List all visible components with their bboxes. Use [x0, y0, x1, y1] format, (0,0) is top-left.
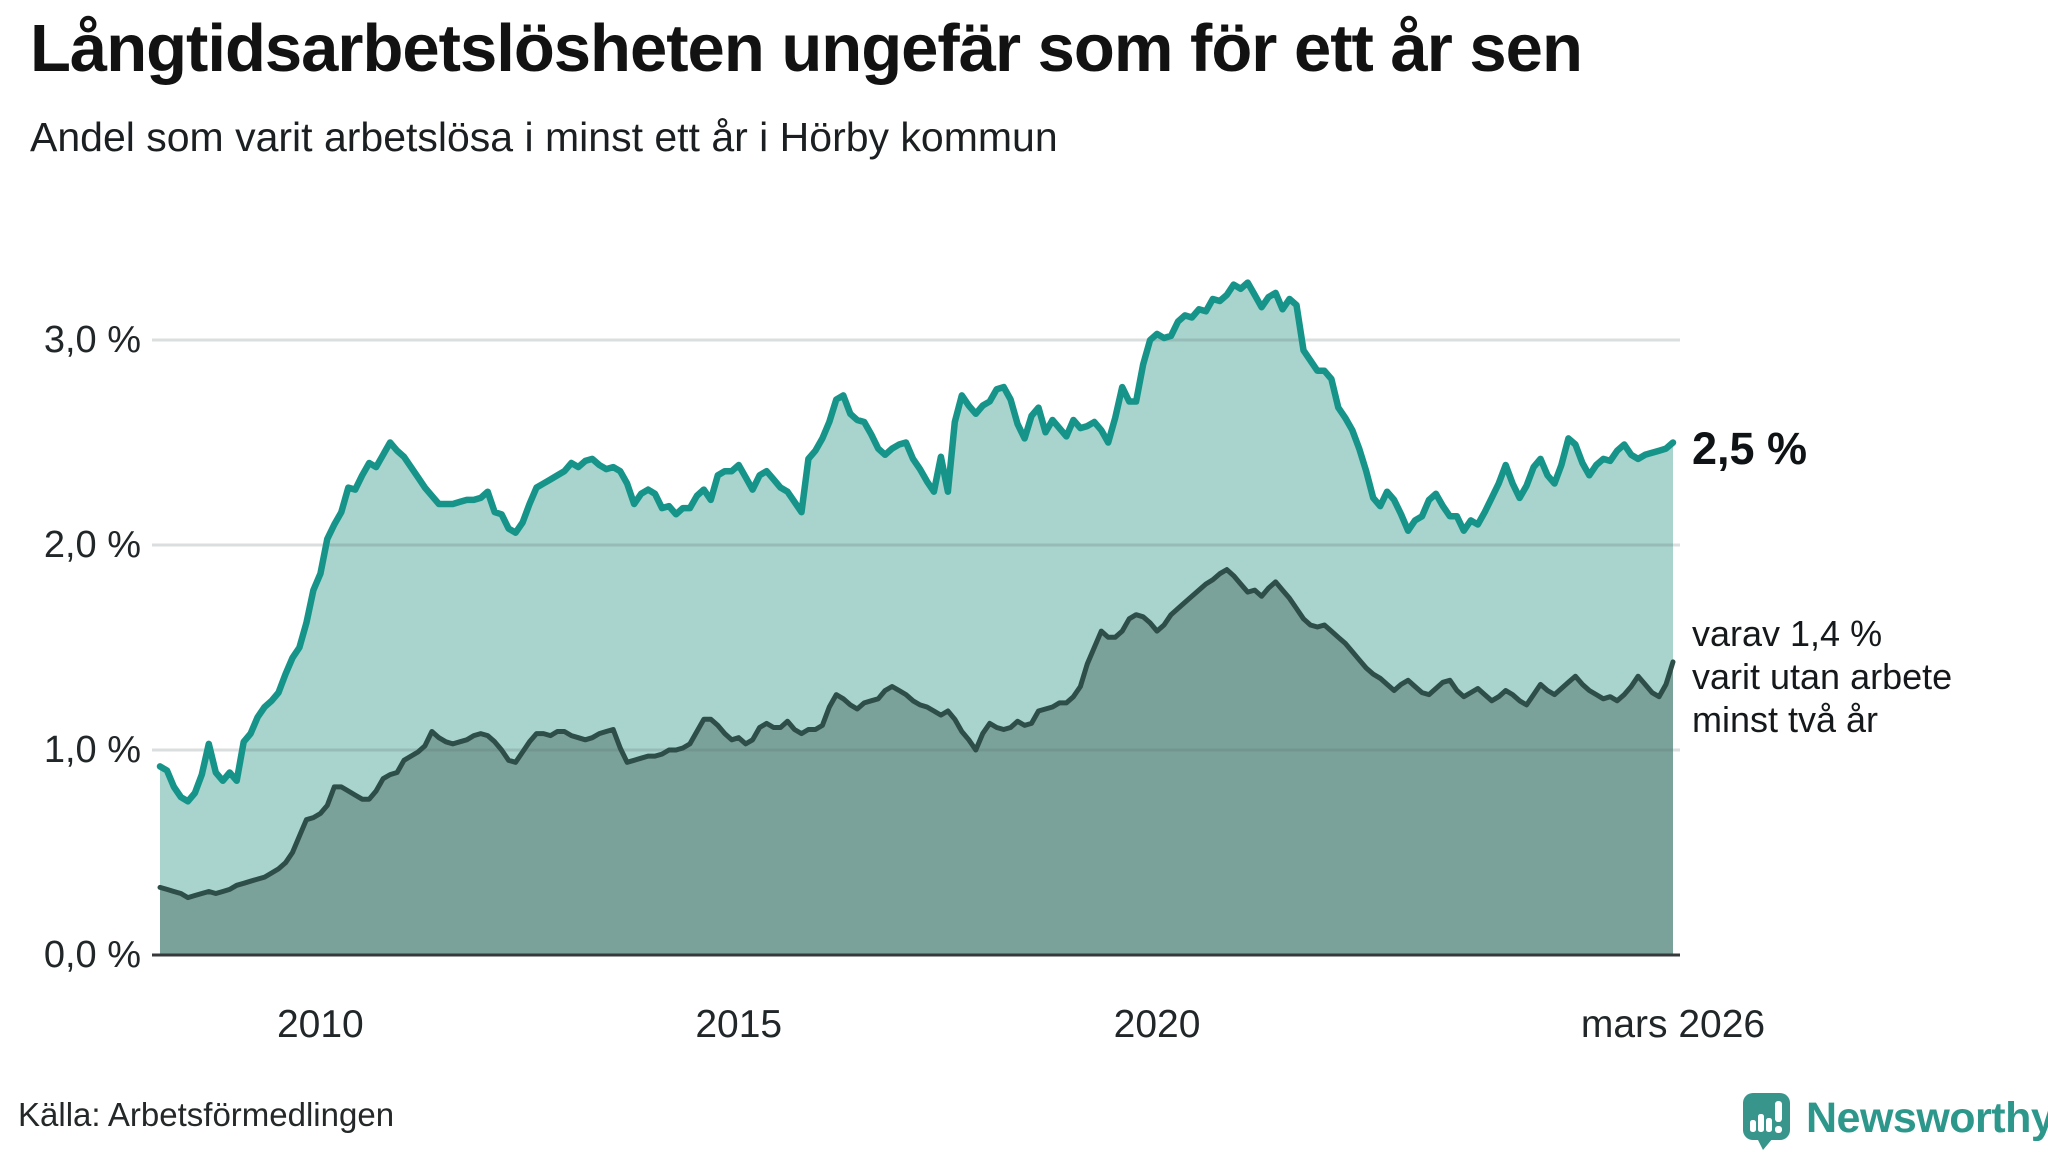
x-tick-label: 2010 — [276, 1003, 364, 1046]
source-note: Källa: Arbetsförmedlingen — [18, 1096, 395, 1133]
y-tick-label: 3,0 % — [43, 319, 141, 361]
y-tick-label: 0,0 % — [43, 934, 141, 976]
newsworthy-icon — [1743, 1093, 1790, 1150]
end-sub-line-2: varit utan arbete — [1692, 656, 1953, 697]
y-tick-label: 1,0 % — [43, 729, 141, 771]
end-value-label-total: 2,5 % — [1692, 423, 1808, 474]
end-value-label-subseries: varav 1,4 % varit utan arbete minst två … — [1692, 612, 1952, 741]
brand-name: Newsworthy — [1806, 1094, 2048, 1142]
area-fill-subseries — [160, 569, 1673, 955]
page-title: Långtidsarbetslösheten ungefär som för e… — [30, 11, 1583, 86]
end-sub-line-1: varav 1,4 % — [1692, 613, 1883, 654]
end-sub-line-3: minst två år — [1692, 699, 1879, 740]
y-tick-label: 2,0 % — [43, 524, 141, 566]
brand-logo: Newsworthy — [1742, 1092, 2048, 1152]
line-subseries — [157, 567, 1676, 901]
page-subtitle: Andel som varit arbetslösa i minst ett å… — [30, 114, 1058, 160]
x-tick-label: mars 2026 — [1580, 1003, 1766, 1046]
x-tick-label: 2020 — [1113, 1003, 1201, 1046]
x-tick-label: 2015 — [695, 1003, 783, 1046]
line-total — [156, 279, 1677, 805]
